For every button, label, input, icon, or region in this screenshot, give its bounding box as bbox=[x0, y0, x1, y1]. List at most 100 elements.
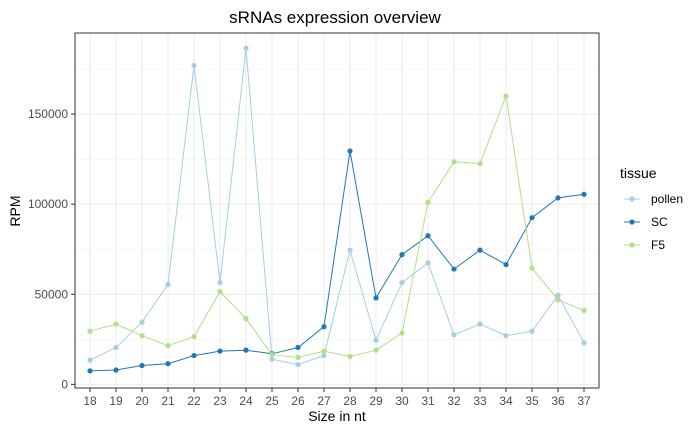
x-tick-label: 21 bbox=[161, 394, 175, 408]
x-tick-label: 18 bbox=[83, 394, 97, 408]
data-point bbox=[165, 361, 171, 367]
data-point bbox=[217, 348, 223, 354]
x-tick-label: 22 bbox=[187, 394, 201, 408]
legend-label: SC bbox=[651, 215, 668, 229]
data-point bbox=[451, 266, 457, 272]
data-point bbox=[269, 356, 275, 362]
x-tick-label: 29 bbox=[369, 394, 383, 408]
data-point bbox=[581, 307, 587, 314]
data-point bbox=[113, 367, 119, 373]
data-point bbox=[451, 332, 457, 338]
panel-border bbox=[74, 32, 600, 389]
grid bbox=[75, 33, 599, 388]
series-sc bbox=[87, 148, 587, 374]
data-point bbox=[503, 93, 509, 99]
legend-key-point bbox=[629, 242, 635, 248]
x-axis-title: Size in nt bbox=[308, 408, 366, 424]
x-tick-label: 36 bbox=[551, 394, 565, 408]
data-point bbox=[139, 333, 145, 339]
data-point bbox=[217, 279, 223, 286]
data-point bbox=[555, 195, 561, 201]
y-tick-label: 100000 bbox=[28, 197, 68, 211]
data-point bbox=[555, 297, 561, 303]
data-point bbox=[347, 247, 353, 253]
data-point bbox=[217, 288, 223, 295]
data-point bbox=[243, 347, 249, 353]
y-tick-label: 0 bbox=[61, 377, 68, 391]
data-point bbox=[373, 347, 379, 353]
legend: tissue pollen SC F5 bbox=[620, 165, 683, 252]
data-point bbox=[425, 199, 431, 205]
data-point bbox=[347, 148, 353, 154]
series-line bbox=[89, 48, 585, 366]
x-tick-label: 37 bbox=[577, 394, 591, 408]
legend-label: pollen bbox=[651, 192, 683, 206]
data-point bbox=[295, 354, 301, 360]
data-point bbox=[581, 340, 587, 346]
data-point bbox=[295, 361, 301, 368]
data-point bbox=[113, 321, 119, 327]
x-tick-label: 30 bbox=[395, 394, 409, 408]
legend-label: F5 bbox=[651, 238, 665, 252]
data-point bbox=[451, 159, 457, 165]
data-point bbox=[87, 368, 93, 374]
x-tick-label: 19 bbox=[109, 394, 123, 408]
data-point bbox=[555, 292, 561, 298]
y-axis-title: RPM bbox=[7, 195, 23, 226]
legend-title: tissue bbox=[620, 165, 657, 181]
series-line bbox=[89, 150, 585, 372]
x-tick-label: 20 bbox=[135, 394, 149, 408]
data-point bbox=[269, 352, 275, 358]
data-point bbox=[425, 260, 431, 266]
x-tick-label: 27 bbox=[317, 394, 331, 408]
data-point bbox=[191, 352, 197, 359]
data-point bbox=[347, 353, 353, 360]
data-point bbox=[321, 324, 327, 330]
x-tick-label: 28 bbox=[343, 394, 357, 408]
data-point bbox=[321, 352, 327, 359]
data-point bbox=[399, 252, 405, 258]
x-tick-label: 31 bbox=[421, 394, 435, 408]
x-tick-label: 32 bbox=[447, 394, 461, 408]
data-point bbox=[87, 328, 93, 334]
data-point bbox=[503, 333, 509, 339]
data-point bbox=[529, 328, 535, 334]
data-point bbox=[165, 343, 171, 349]
x-tick-label: 25 bbox=[265, 394, 279, 408]
data-point bbox=[373, 337, 379, 343]
series-f5 bbox=[87, 93, 587, 360]
x-tick-label: 24 bbox=[239, 394, 253, 408]
y-tick-label: 50000 bbox=[35, 287, 69, 301]
data-point bbox=[321, 348, 327, 354]
data-point bbox=[581, 191, 587, 197]
legend-item-f5: F5 bbox=[624, 238, 665, 252]
legend-item-pollen: pollen bbox=[624, 192, 683, 206]
x-tick-label: 34 bbox=[499, 394, 513, 408]
data-point bbox=[139, 319, 145, 325]
x-tick-label: 33 bbox=[473, 394, 487, 408]
data-point bbox=[243, 316, 249, 322]
legend-item-sc: SC bbox=[624, 215, 668, 229]
data-point bbox=[113, 344, 119, 351]
data-point bbox=[529, 215, 535, 221]
data-point bbox=[503, 261, 509, 268]
data-point bbox=[87, 357, 93, 363]
series-pollen bbox=[87, 45, 587, 368]
data-point bbox=[399, 330, 405, 336]
data-point bbox=[425, 233, 431, 239]
y-tick-label: 150000 bbox=[28, 107, 68, 121]
x-tick-label: 26 bbox=[291, 394, 305, 408]
legend-key-point bbox=[629, 219, 635, 225]
data-point bbox=[477, 247, 483, 253]
x-tick-label: 35 bbox=[525, 394, 539, 408]
data-point bbox=[373, 295, 379, 301]
data-point bbox=[399, 279, 405, 286]
data-point bbox=[477, 321, 483, 327]
axes: 0 50000 100000 150000 18 19 20 21 22 23 24 25 26 27 28… bbox=[28, 107, 591, 408]
legend-key-point bbox=[629, 196, 635, 202]
data-point bbox=[139, 362, 145, 369]
data-point bbox=[191, 62, 197, 69]
series-line bbox=[89, 94, 585, 358]
data-point bbox=[243, 45, 249, 51]
